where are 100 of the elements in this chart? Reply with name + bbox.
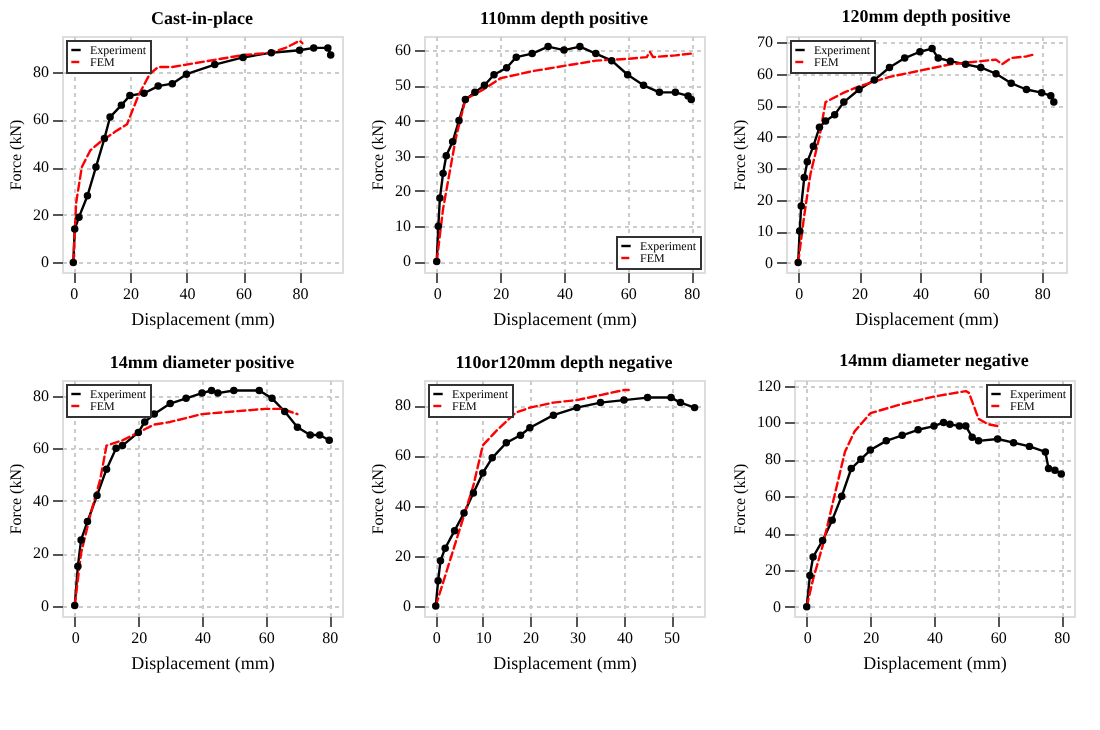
point	[690, 403, 699, 412]
x-axis-title: Displacement (mm)	[131, 653, 275, 673]
point	[1041, 448, 1050, 456]
point	[512, 53, 521, 61]
point	[1044, 464, 1053, 473]
point	[83, 517, 92, 526]
point	[1009, 438, 1018, 447]
y-tick-label: 30	[757, 159, 773, 178]
point	[800, 173, 808, 182]
x-tick-label: 0	[71, 629, 80, 647]
y-axis-title: Force (kN)	[369, 119, 387, 191]
point	[847, 464, 856, 473]
point	[815, 123, 824, 131]
y-tick-label: 60	[33, 110, 49, 129]
point	[620, 396, 628, 404]
y-tick-label: 0	[403, 252, 411, 271]
y-tick-label: 0	[41, 253, 49, 272]
point	[324, 44, 332, 52]
point	[885, 63, 894, 72]
y-tick-label: 80	[33, 386, 49, 405]
point	[573, 403, 581, 412]
point	[528, 49, 536, 58]
point	[112, 444, 120, 452]
y-tick-label: 20	[395, 181, 411, 200]
point	[544, 42, 552, 51]
point	[182, 70, 191, 78]
point	[488, 454, 496, 462]
x-tick-label: 20	[852, 285, 869, 303]
point	[448, 137, 457, 146]
y-tick-label: 20	[395, 546, 411, 565]
point	[809, 553, 817, 561]
point	[671, 88, 680, 97]
point	[100, 134, 109, 143]
point	[214, 389, 222, 397]
point	[502, 439, 511, 447]
point	[939, 418, 948, 427]
point	[516, 431, 525, 439]
y-tick-label: 0	[41, 596, 49, 615]
point	[198, 389, 206, 397]
x-tick-label: 40	[927, 629, 943, 647]
point	[70, 225, 79, 233]
point	[993, 435, 1002, 443]
x-tick-label: 40	[179, 285, 196, 303]
x-tick-label: 40	[195, 629, 211, 647]
y-axis-title: Force (kN)	[731, 463, 749, 535]
x-tick-label: 0	[433, 285, 442, 303]
line-series	[434, 388, 630, 608]
point	[1007, 79, 1015, 87]
point	[802, 603, 811, 611]
point	[560, 46, 568, 54]
point	[83, 191, 92, 200]
point	[117, 101, 126, 109]
point	[207, 386, 216, 395]
y-tick-label: 50	[395, 76, 411, 95]
point	[806, 571, 814, 580]
point	[436, 194, 444, 202]
x-tick-label: 40	[557, 285, 573, 303]
point	[480, 81, 489, 90]
x-tick-label: 60	[236, 285, 253, 303]
y-tick-label: 0	[403, 596, 411, 615]
point	[797, 202, 805, 210]
point	[210, 60, 219, 69]
point	[1057, 470, 1066, 478]
point	[667, 393, 675, 402]
x-tick-label: 20	[493, 285, 510, 303]
point	[439, 169, 447, 178]
y-axis-title: Force (kN)	[369, 463, 387, 535]
point	[306, 431, 314, 439]
y-tick-label: 0	[773, 597, 781, 616]
y-tick-label: 60	[395, 41, 411, 60]
point	[230, 386, 238, 395]
x-tick-label: 80	[1054, 629, 1071, 647]
y-tick-label: 80	[33, 62, 49, 81]
point	[442, 152, 451, 160]
point	[882, 437, 891, 445]
x-tick-label: 50	[664, 629, 681, 647]
point	[928, 44, 936, 53]
point	[293, 423, 302, 431]
chart-title: 110or120mm depth negative	[455, 352, 673, 372]
point	[961, 60, 970, 69]
point	[870, 76, 878, 84]
point	[623, 71, 632, 79]
point	[471, 88, 479, 97]
x-axis-title: Displacement (mm)	[131, 309, 275, 329]
x-tick-label: 0	[70, 285, 79, 303]
x-axis-title: Displacement (mm)	[493, 653, 637, 673]
x-tick-label: 20	[522, 629, 539, 647]
point	[549, 411, 558, 419]
point	[469, 489, 478, 497]
y-tick-label: 120	[757, 376, 781, 395]
y-tick-label: 30	[395, 146, 411, 165]
point	[1022, 85, 1031, 94]
point	[914, 426, 922, 434]
y-tick-label: 50	[757, 96, 773, 115]
x-tick-label: 0	[803, 629, 812, 647]
point	[639, 81, 648, 90]
point	[267, 48, 276, 57]
point	[75, 213, 83, 221]
x-tick-label: 30	[569, 629, 586, 647]
point	[992, 70, 1000, 78]
